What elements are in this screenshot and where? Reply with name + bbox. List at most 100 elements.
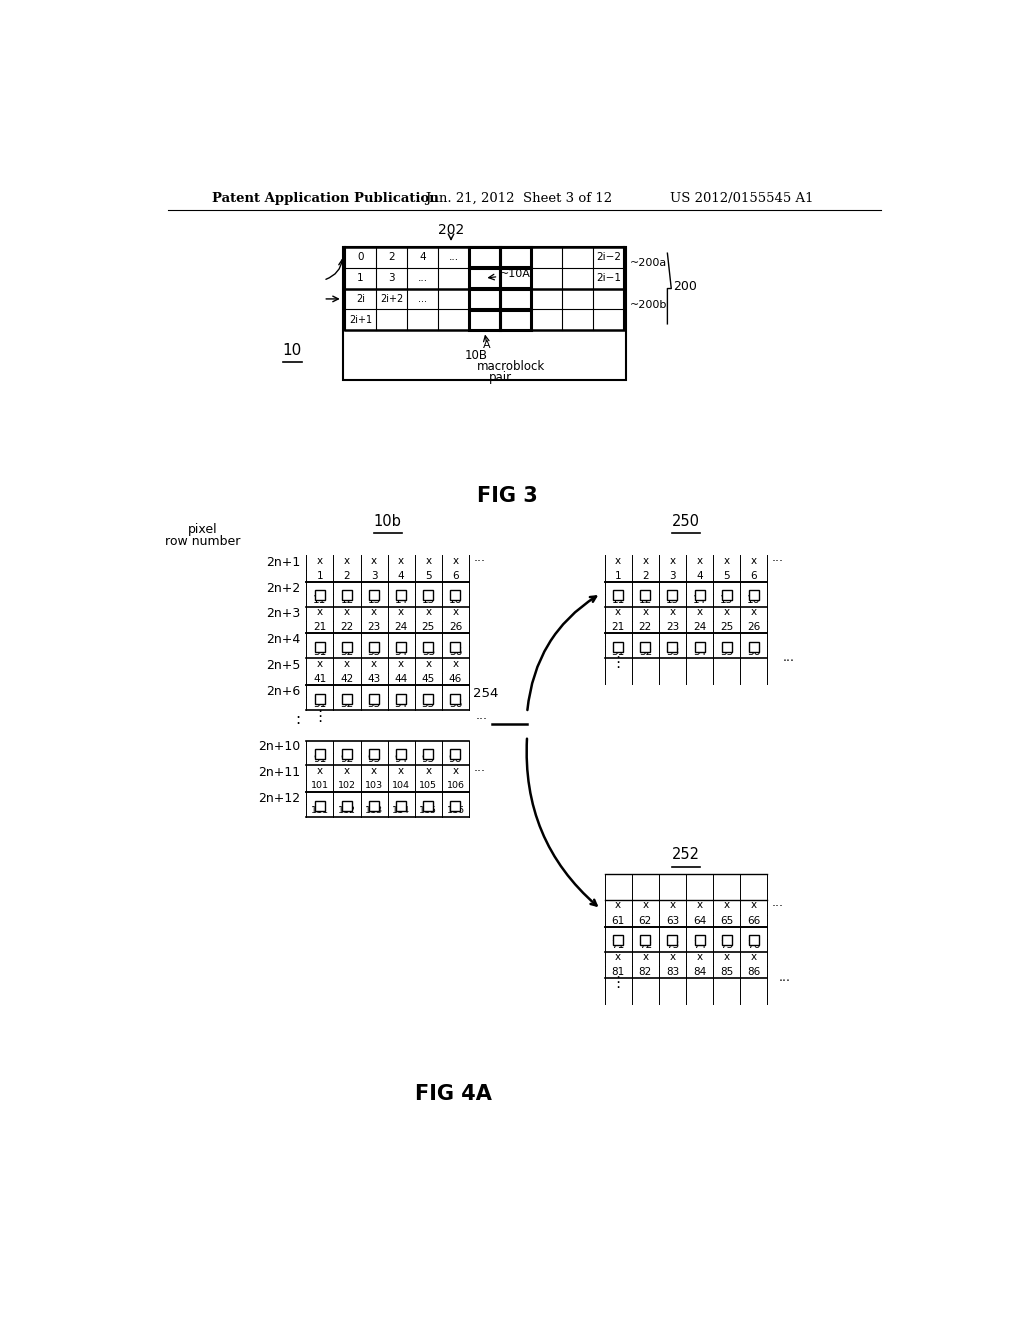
Bar bbox=[613, 936, 624, 945]
Text: pixel: pixel bbox=[188, 524, 218, 536]
Bar bbox=[640, 936, 650, 945]
Text: row number: row number bbox=[166, 535, 241, 548]
Bar bbox=[501, 289, 530, 309]
Text: FIG 4A: FIG 4A bbox=[415, 1084, 492, 1104]
Text: 24: 24 bbox=[394, 622, 408, 632]
Text: x: x bbox=[453, 607, 459, 616]
Text: 12: 12 bbox=[340, 595, 353, 606]
Text: 10b: 10b bbox=[374, 513, 401, 529]
Text: 16: 16 bbox=[748, 595, 761, 606]
Text: 2: 2 bbox=[642, 570, 648, 581]
Bar bbox=[369, 693, 379, 704]
Text: x: x bbox=[670, 900, 676, 911]
Bar bbox=[369, 748, 379, 759]
Text: 84: 84 bbox=[693, 968, 707, 977]
Text: 22: 22 bbox=[639, 622, 652, 632]
Text: 0: 0 bbox=[357, 252, 364, 263]
Text: x: x bbox=[371, 659, 377, 669]
Text: 42: 42 bbox=[340, 675, 353, 684]
Text: 95: 95 bbox=[422, 754, 435, 764]
Text: x: x bbox=[751, 607, 757, 616]
Text: 5: 5 bbox=[723, 570, 730, 581]
Text: 2n+2: 2n+2 bbox=[266, 582, 300, 594]
Text: 4: 4 bbox=[696, 570, 702, 581]
Text: ...: ... bbox=[474, 550, 485, 564]
Text: Jun. 21, 2012  Sheet 3 of 12: Jun. 21, 2012 Sheet 3 of 12 bbox=[425, 191, 612, 205]
Text: x: x bbox=[398, 607, 404, 616]
Text: FIG 3: FIG 3 bbox=[477, 486, 539, 506]
Text: 53: 53 bbox=[368, 698, 381, 709]
Bar bbox=[469, 310, 500, 330]
Text: 252: 252 bbox=[672, 847, 700, 862]
Bar bbox=[613, 642, 624, 652]
Text: 26: 26 bbox=[748, 622, 761, 632]
Text: 31: 31 bbox=[313, 647, 327, 657]
Text: 102: 102 bbox=[338, 781, 356, 791]
Text: x: x bbox=[642, 607, 648, 616]
Bar bbox=[749, 936, 759, 945]
Text: 5: 5 bbox=[425, 570, 432, 581]
Text: x: x bbox=[344, 556, 350, 565]
Text: 25: 25 bbox=[422, 622, 435, 632]
Text: 96: 96 bbox=[449, 754, 462, 764]
Text: x: x bbox=[751, 556, 757, 565]
Bar bbox=[342, 748, 352, 759]
Text: 250: 250 bbox=[672, 513, 700, 529]
Bar bbox=[369, 642, 379, 652]
Text: 72: 72 bbox=[639, 940, 652, 950]
Bar bbox=[722, 936, 732, 945]
Bar bbox=[314, 693, 325, 704]
Bar bbox=[668, 642, 678, 652]
Text: x: x bbox=[453, 659, 459, 669]
Text: 92: 92 bbox=[340, 754, 353, 764]
Text: x: x bbox=[696, 952, 702, 962]
Text: 91: 91 bbox=[313, 754, 327, 764]
Bar bbox=[396, 642, 407, 652]
Text: 1: 1 bbox=[614, 570, 622, 581]
Text: x: x bbox=[371, 607, 377, 616]
Text: x: x bbox=[398, 556, 404, 565]
Bar bbox=[451, 800, 461, 810]
Bar bbox=[469, 289, 500, 309]
Text: x: x bbox=[344, 607, 350, 616]
Text: 31: 31 bbox=[611, 647, 625, 657]
Text: 46: 46 bbox=[449, 675, 462, 684]
Text: 254: 254 bbox=[473, 688, 499, 701]
Text: ...: ... bbox=[772, 550, 784, 564]
Text: 14: 14 bbox=[394, 595, 408, 606]
Text: 115: 115 bbox=[419, 807, 437, 814]
Bar bbox=[314, 800, 325, 810]
Bar bbox=[369, 800, 379, 810]
Text: 11: 11 bbox=[313, 595, 327, 606]
Bar bbox=[396, 590, 407, 601]
Text: 93: 93 bbox=[368, 754, 381, 764]
Bar bbox=[423, 748, 433, 759]
Text: ...: ... bbox=[474, 762, 485, 775]
Bar bbox=[451, 693, 461, 704]
Text: 64: 64 bbox=[693, 916, 707, 925]
Text: 13: 13 bbox=[368, 595, 381, 606]
Text: x: x bbox=[696, 607, 702, 616]
Text: 23: 23 bbox=[368, 622, 381, 632]
Text: ~200b: ~200b bbox=[630, 300, 668, 310]
Text: 35: 35 bbox=[422, 647, 435, 657]
Text: 75: 75 bbox=[720, 940, 733, 950]
Bar bbox=[369, 590, 379, 601]
Text: 2n+4: 2n+4 bbox=[266, 634, 300, 647]
Text: x: x bbox=[371, 766, 377, 776]
Text: x: x bbox=[670, 607, 676, 616]
Bar bbox=[469, 247, 500, 268]
Text: 3: 3 bbox=[371, 570, 378, 581]
Text: x: x bbox=[670, 952, 676, 962]
Text: 24: 24 bbox=[693, 622, 707, 632]
Text: x: x bbox=[316, 766, 323, 776]
Text: 33: 33 bbox=[666, 647, 679, 657]
Text: x: x bbox=[453, 556, 459, 565]
Text: 13: 13 bbox=[666, 595, 679, 606]
Bar bbox=[342, 800, 352, 810]
Text: 26: 26 bbox=[449, 622, 462, 632]
Text: 202: 202 bbox=[438, 223, 464, 238]
Text: ~200a: ~200a bbox=[630, 259, 668, 268]
Text: x: x bbox=[371, 556, 377, 565]
Text: x: x bbox=[398, 766, 404, 776]
